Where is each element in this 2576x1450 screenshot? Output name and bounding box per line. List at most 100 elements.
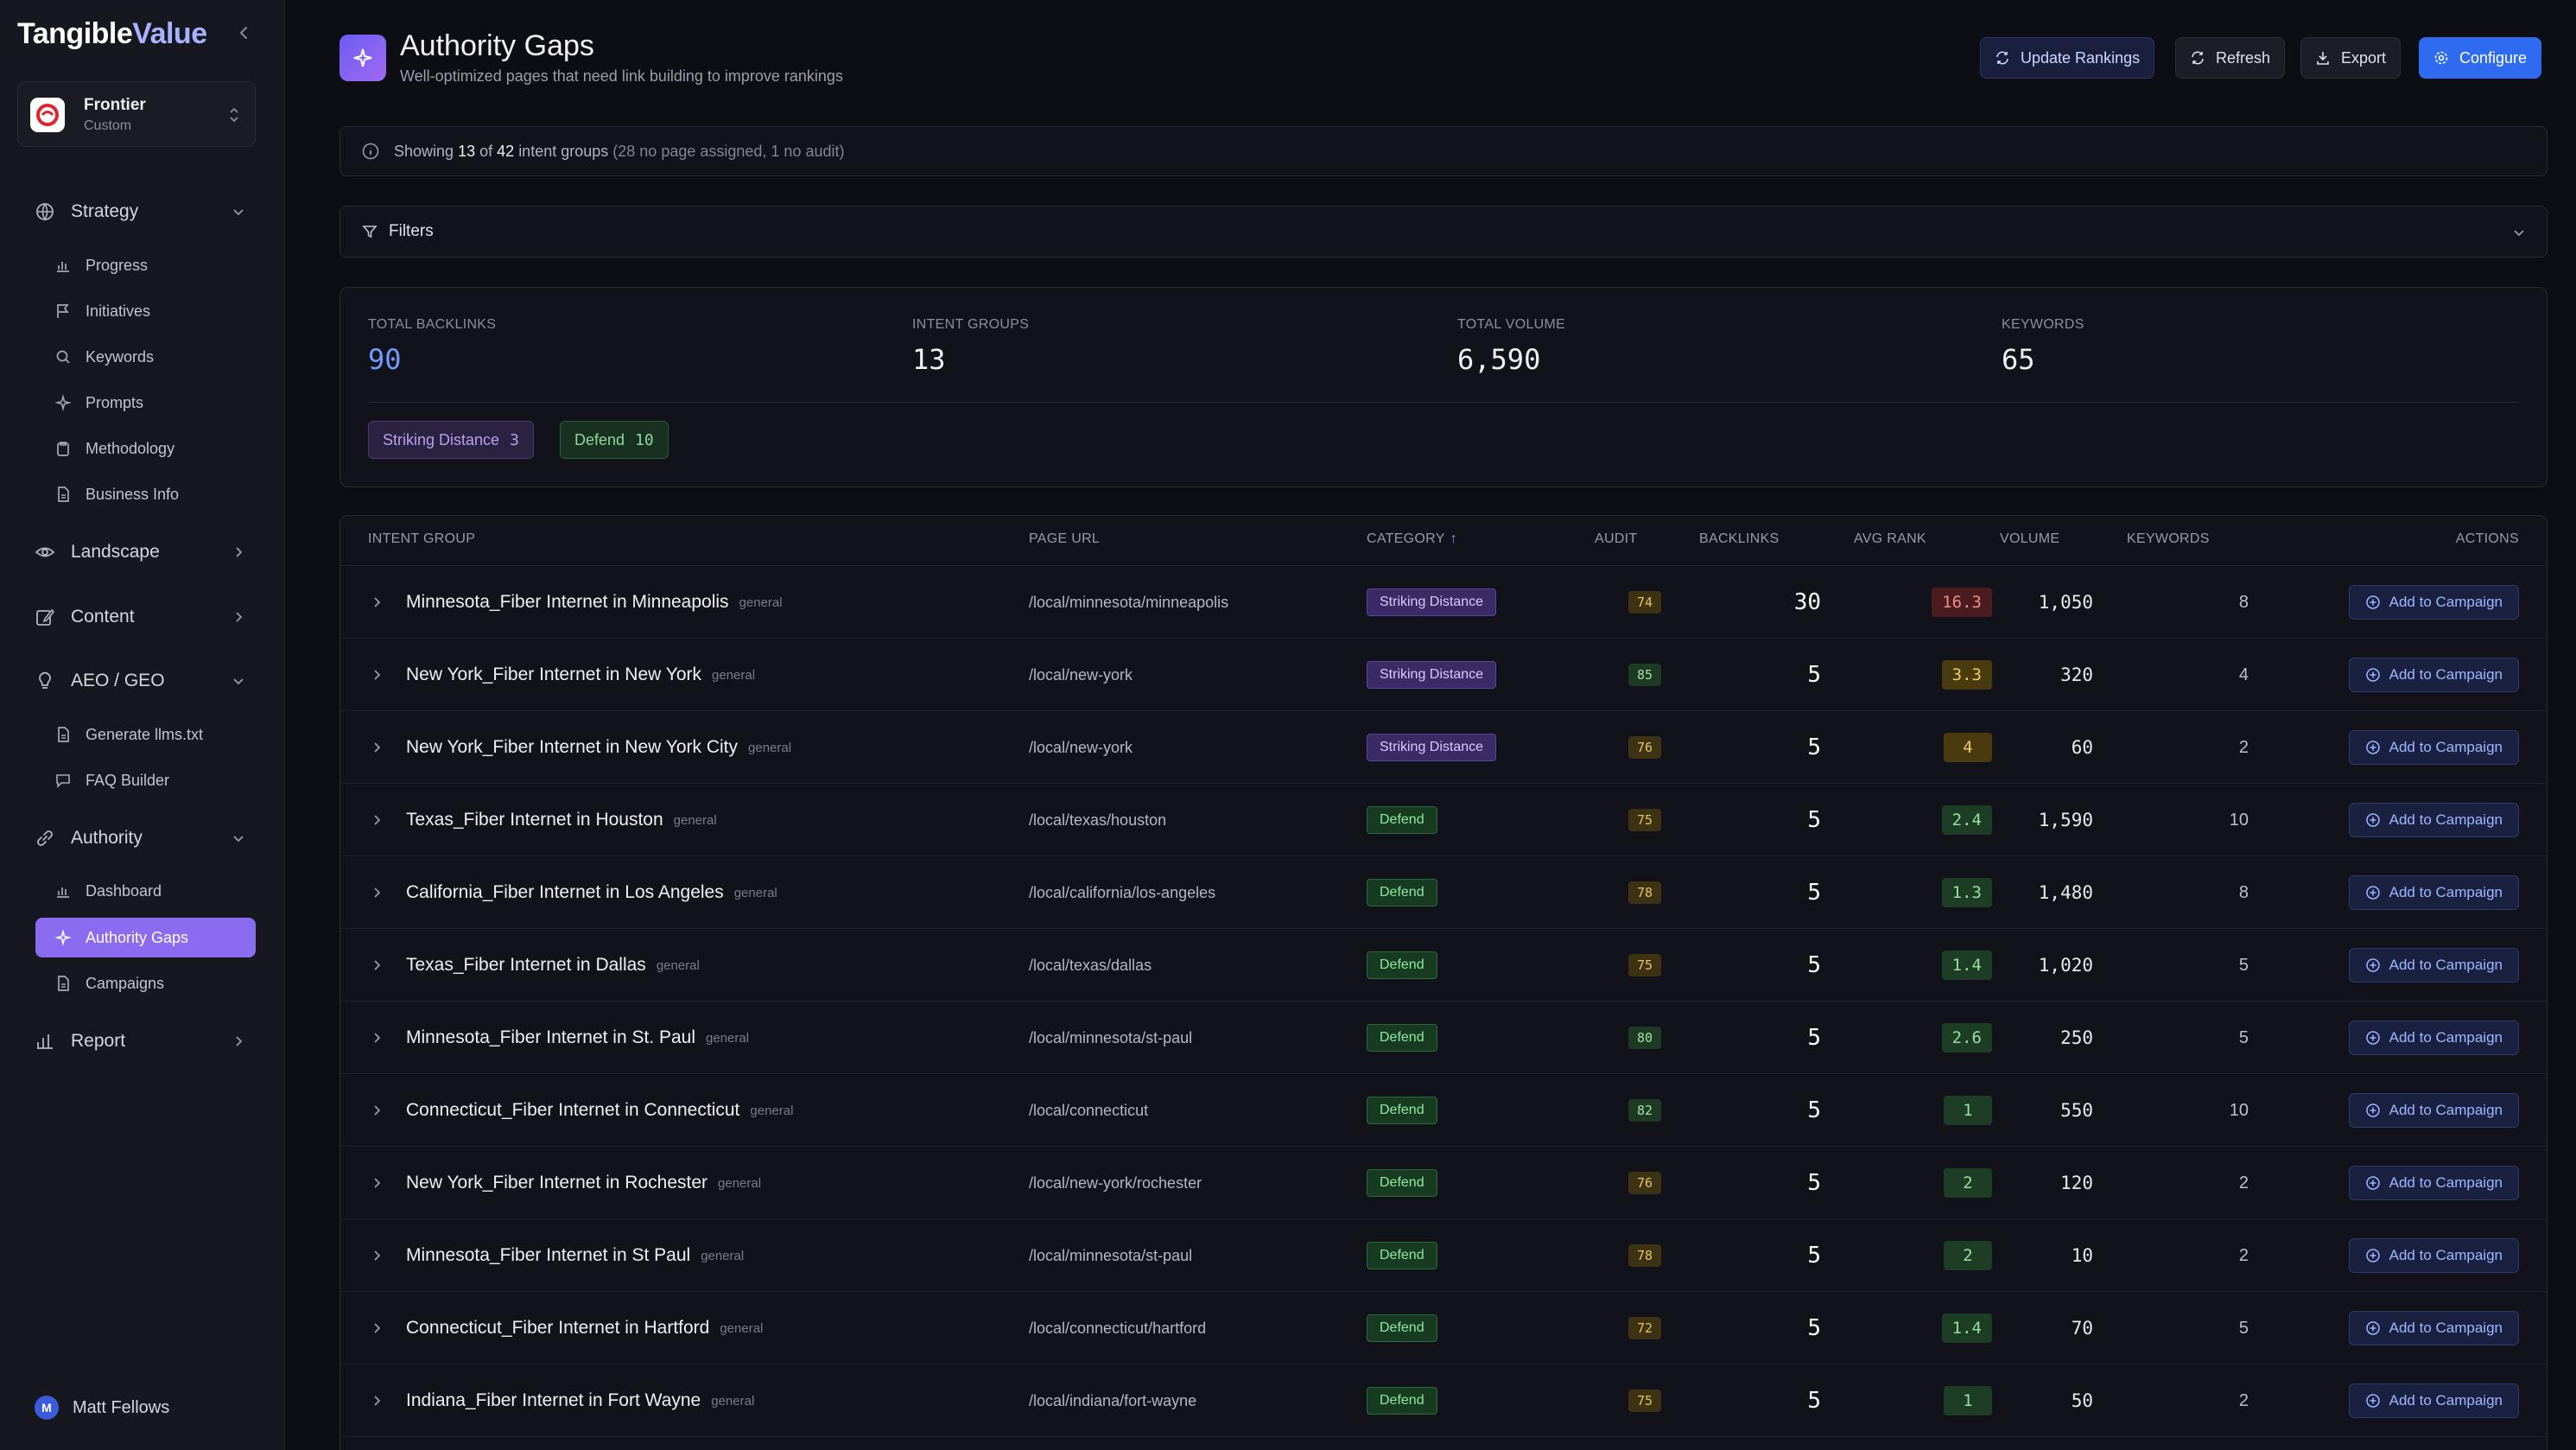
refresh-icon [1995, 50, 2010, 66]
expand-row-chevron-icon[interactable] [368, 1002, 385, 1074]
add-to-campaign-button[interactable]: Add to Campaign [2348, 875, 2519, 910]
nav-group-authority[interactable]: Authority [35, 824, 247, 852]
audit-cell: 78 [1627, 1219, 1662, 1292]
column-header-audit[interactable]: AUDIT [1595, 531, 1638, 546]
sidebar-item-keywords[interactable]: Keywords [35, 337, 256, 377]
configure-button[interactable]: Configure [2419, 37, 2542, 79]
avg-rank-cell: 4 [1913, 711, 1992, 784]
page-url[interactable]: /local/minnesota/st-paul [1029, 1246, 1193, 1264]
table-row[interactable]: Minnesota_Fiber Internet in Minneapolis g… [340, 566, 2547, 639]
add-to-campaign-button[interactable]: Add to Campaign [2348, 658, 2519, 692]
stat-total-backlinks: TOTAL BACKLINKS 90 [368, 317, 496, 376]
table-row[interactable]: New York_Fiber Internet in New York gener… [340, 639, 2547, 711]
add-to-campaign-button[interactable]: Add to Campaign [2348, 1311, 2519, 1345]
sidebar-item-dashboard[interactable]: Dashboard [35, 871, 256, 911]
sidebar-item-methodology[interactable]: Methodology [35, 429, 256, 468]
expand-row-chevron-icon[interactable] [368, 1074, 385, 1147]
table-row[interactable]: Texas_Fiber Internet in Houston general/l… [340, 784, 2547, 856]
add-to-campaign-button[interactable]: Add to Campaign [2348, 730, 2519, 765]
expand-row-chevron-icon[interactable] [368, 856, 385, 929]
column-header-keywords[interactable]: KEYWORDS [2127, 531, 2210, 546]
table-row[interactable]: Indiana_Fiber Internet in Fort Wayne gene… [340, 1364, 2547, 1437]
category-chip-striking-distance[interactable]: Striking Distance 3 [368, 421, 534, 459]
info-shown-count: 13 [458, 142, 476, 160]
add-to-campaign-button[interactable]: Add to Campaign [2348, 1383, 2519, 1418]
actions-cell: Add to Campaign [2348, 566, 2519, 639]
user-menu[interactable]: M Matt Fellows [35, 1396, 169, 1420]
sidebar-item-generate-llms[interactable]: Generate llms.txt [35, 715, 256, 754]
column-header-volume[interactable]: VOLUME [2000, 531, 2060, 546]
page-url[interactable]: /local/texas/houston [1029, 811, 1167, 829]
add-to-campaign-button[interactable]: Add to Campaign [2348, 948, 2519, 983]
expand-row-chevron-icon[interactable] [368, 1147, 385, 1219]
expand-row-chevron-icon[interactable] [368, 1364, 385, 1437]
nav-group-landscape[interactable]: Landscape [35, 538, 247, 566]
column-header-category[interactable]: CATEGORY ↑ [1367, 531, 1457, 547]
brand-logo[interactable]: TangibleValue [17, 17, 207, 51]
expand-row-chevron-icon[interactable] [368, 566, 385, 639]
table-row[interactable]: New York_Fiber Internet in New York City… [340, 711, 2547, 784]
sidebar: TangibleValue Frontier Custom Strategy P… [0, 0, 285, 1450]
update-rankings-button[interactable]: Update Rankings [1980, 37, 2155, 79]
add-to-campaign-button[interactable]: Add to Campaign [2348, 1021, 2519, 1055]
add-to-campaign-button[interactable]: Add to Campaign [2348, 803, 2519, 837]
table-row[interactable]: Minnesota_Fiber Internet in St Paul gener… [340, 1219, 2547, 1292]
expand-row-chevron-icon[interactable] [368, 1219, 385, 1292]
results-info-bar: Showing 13 of 42 intent groups (28 no pa… [339, 126, 2547, 176]
filters-panel-toggle[interactable]: Filters [339, 206, 2547, 258]
avg-rank-cell: 2 [1913, 1147, 1992, 1219]
page-url[interactable]: /local/minnesota/st-paul [1029, 1028, 1193, 1046]
expand-row-chevron-icon[interactable] [368, 711, 385, 784]
page-url[interactable]: /local/minnesota/minneapolis [1029, 593, 1229, 611]
refresh-button[interactable]: Refresh [2175, 37, 2286, 79]
column-header-backlinks[interactable]: BACKLINKS [1699, 531, 1780, 546]
table-row[interactable]: Texas_Fiber Internet in Dallas general/lo… [340, 929, 2547, 1002]
page-url[interactable]: /local/new-york [1029, 738, 1133, 756]
actions-cell: Add to Campaign [2348, 1002, 2519, 1074]
table-row[interactable]: Connecticut_Fiber Internet in Hartford ge… [340, 1292, 2547, 1364]
nav-group-strategy[interactable]: Strategy [35, 198, 247, 226]
add-to-campaign-button[interactable]: Add to Campaign [2348, 1166, 2519, 1200]
expand-row-chevron-icon[interactable] [368, 1292, 385, 1364]
page-url[interactable]: /local/texas/dallas [1029, 956, 1152, 974]
intent-group-name: New York_Fiber Internet in Rochester gene… [406, 1147, 761, 1219]
add-to-campaign-button[interactable]: Add to Campaign [2348, 585, 2519, 620]
sidebar-item-business-info[interactable]: Business Info [35, 474, 256, 514]
page-url[interactable]: /local/connecticut [1029, 1101, 1149, 1119]
add-to-campaign-button[interactable]: Add to Campaign [2348, 1093, 2519, 1128]
workspace-switcher[interactable]: Frontier Custom [17, 81, 256, 147]
sidebar-item-progress[interactable]: Progress [35, 245, 256, 285]
sidebar-item-campaigns[interactable]: Campaigns [35, 963, 256, 1003]
page-url[interactable]: /local/connecticut/hartford [1029, 1319, 1207, 1337]
category-chip-defend[interactable]: Defend 10 [560, 421, 669, 459]
table-row[interactable]: California_Fiber Internet in Los Angeles… [340, 856, 2547, 929]
sidebar-item-prompts[interactable]: Prompts [35, 383, 256, 423]
table-row[interactable]: Minnesota_Fiber Internet in St. Paul gene… [340, 1002, 2547, 1074]
column-header-page-url[interactable]: PAGE URL [1029, 531, 1101, 546]
column-header-avg-rank[interactable]: AVG RANK [1854, 531, 1926, 546]
intent-group-label: Minnesota_Fiber Internet in Minneapolis [406, 592, 729, 612]
page-url[interactable]: /local/indiana/fort-wayne [1029, 1391, 1197, 1409]
nav-group-content[interactable]: Content [35, 603, 247, 631]
chevron-right-icon [230, 1033, 247, 1050]
nav-group-aeo-geo[interactable]: AEO / GEO [35, 667, 247, 695]
sidebar-item-initiatives[interactable]: Initiatives [35, 291, 256, 331]
column-header-intent-group[interactable]: INTENT GROUP [368, 531, 476, 546]
expand-row-chevron-icon[interactable] [368, 929, 385, 1002]
table-row[interactable]: Connecticut_Fiber Internet in Connecticu… [340, 1074, 2547, 1147]
nav-group-report[interactable]: Report [35, 1027, 247, 1055]
plus-circle-icon [2365, 1320, 2381, 1336]
page-url[interactable]: /local/new-york/rochester [1029, 1173, 1202, 1192]
sidebar-item-faq-builder[interactable]: FAQ Builder [35, 760, 256, 800]
export-button[interactable]: Export [2300, 37, 2402, 79]
add-to-campaign-button[interactable]: Add to Campaign [2348, 1238, 2519, 1273]
table-row[interactable]: New York_Fiber Internet in Rochester gene… [340, 1147, 2547, 1219]
collapse-sidebar-icon[interactable] [233, 22, 254, 43]
expand-row-chevron-icon[interactable] [368, 784, 385, 856]
expand-row-chevron-icon[interactable] [368, 639, 385, 711]
button-label: Add to Campaign [2389, 739, 2503, 755]
stat-label: INTENT GROUPS [912, 317, 1030, 332]
page-url[interactable]: /local/new-york [1029, 665, 1133, 684]
page-url[interactable]: /local/california/los-angeles [1029, 883, 1216, 901]
sidebar-item-authority-gaps[interactable]: Authority Gaps [35, 918, 256, 957]
